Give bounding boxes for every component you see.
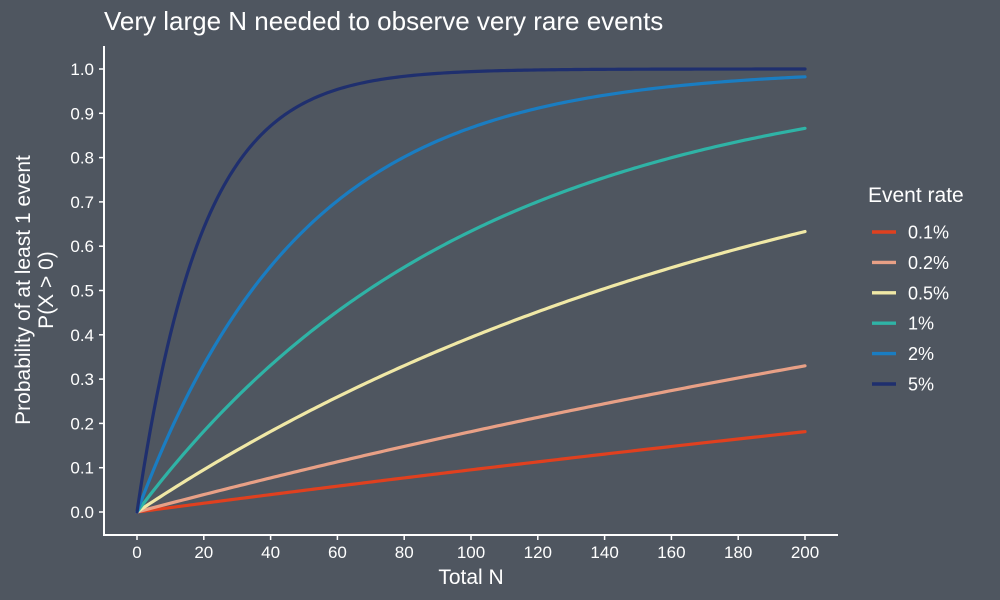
x-tick-label: 160 xyxy=(657,543,685,562)
x-tick-label: 200 xyxy=(791,543,819,562)
x-tick-label: 120 xyxy=(524,543,552,562)
series-line-1pct xyxy=(135,126,807,514)
legend-label: 0.5% xyxy=(908,283,949,303)
y-ticks: 0.0 0.1 0.2 0.3 0.4 0.5 0.6 0.7 0.8 0.9 1.0 xyxy=(70,60,104,522)
y-axis-title-line-1: Probability of at least 1 event xyxy=(12,155,35,425)
y-tick-label: 0.4 xyxy=(70,326,94,345)
x-tick-label: 180 xyxy=(724,543,752,562)
y-tick-label: 0.1 xyxy=(70,459,94,478)
series-line-0-5pct xyxy=(135,229,807,514)
x-axis-title: Total N xyxy=(438,566,503,589)
legend-title: Event rate xyxy=(868,184,964,207)
x-ticks: 0 20 40 60 80 100 120 140 160 180 200 xyxy=(132,535,819,562)
y-tick-label: 0.9 xyxy=(70,104,94,123)
legend-label: 1% xyxy=(908,314,934,334)
series-line-2pct xyxy=(135,75,807,514)
x-tick-label: 0 xyxy=(132,543,141,562)
chart-title: Very large N needed to observe very rare… xyxy=(104,6,663,36)
y-tick-label: 0.3 xyxy=(70,370,94,389)
legend: Event rate 0.1% 0.2% 0.5% 1% 2% 5% xyxy=(868,184,964,395)
y-axis-title: Probability of at least 1 event P(X > 0) xyxy=(12,155,58,425)
y-tick-label: 0.7 xyxy=(70,193,94,212)
legend-items: 0.1% 0.2% 0.5% 1% 2% 5% xyxy=(872,223,949,395)
x-tick-label: 100 xyxy=(457,543,485,562)
series-line-0-2pct xyxy=(135,364,807,514)
legend-label: 0.2% xyxy=(908,253,949,273)
legend-label: 0.1% xyxy=(908,223,949,243)
x-tick-label: 140 xyxy=(590,543,618,562)
series-line-5pct xyxy=(135,67,807,514)
x-tick-label: 20 xyxy=(194,543,213,562)
x-tick-label: 60 xyxy=(328,543,347,562)
y-tick-label: 0.2 xyxy=(70,414,94,433)
y-tick-label: 0.8 xyxy=(70,149,94,168)
x-tick-label: 80 xyxy=(395,543,414,562)
y-axis-title-line-2: P(X > 0) xyxy=(35,251,58,329)
series-lines xyxy=(135,67,807,514)
legend-label: 2% xyxy=(908,344,934,364)
y-tick-label: 0.5 xyxy=(70,282,94,301)
legend-label: 5% xyxy=(908,375,934,395)
y-tick-label: 1.0 xyxy=(70,60,94,79)
y-tick-label: 0.0 xyxy=(70,503,94,522)
series-line-0-1pct xyxy=(135,430,807,514)
y-tick-label: 0.6 xyxy=(70,237,94,256)
x-tick-label: 40 xyxy=(261,543,280,562)
